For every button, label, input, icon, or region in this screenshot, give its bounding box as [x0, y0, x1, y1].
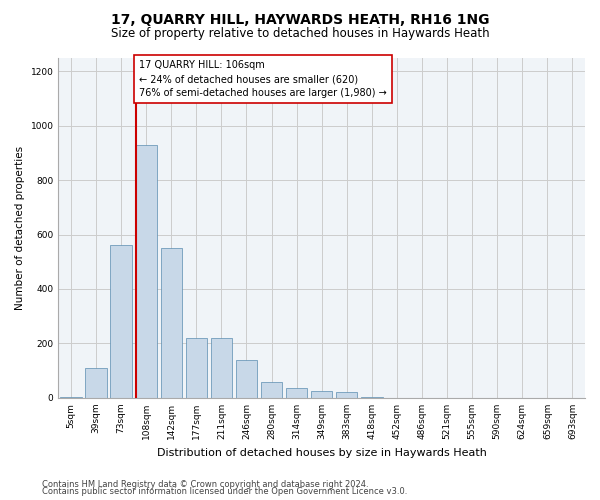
Text: Contains HM Land Registry data © Crown copyright and database right 2024.: Contains HM Land Registry data © Crown c…	[42, 480, 368, 489]
Bar	[185, 338, 207, 398]
Bar	[136, 144, 157, 398]
Bar	[261, 382, 282, 398]
Bar	[286, 388, 307, 398]
Text: 17, QUARRY HILL, HAYWARDS HEATH, RH16 1NG: 17, QUARRY HILL, HAYWARDS HEATH, RH16 1N…	[111, 12, 489, 26]
Bar	[311, 391, 332, 398]
Text: 17 QUARRY HILL: 106sqm
← 24% of detached houses are smaller (620)
76% of semi-de: 17 QUARRY HILL: 106sqm ← 24% of detached…	[139, 60, 387, 98]
X-axis label: Distribution of detached houses by size in Haywards Heath: Distribution of detached houses by size …	[157, 448, 487, 458]
Bar	[236, 360, 257, 398]
Y-axis label: Number of detached properties: Number of detached properties	[15, 146, 25, 310]
Bar	[85, 368, 107, 398]
Bar	[211, 338, 232, 398]
Bar	[60, 396, 82, 398]
Bar	[161, 248, 182, 398]
Bar	[110, 246, 132, 398]
Bar	[361, 396, 383, 398]
Text: Contains public sector information licensed under the Open Government Licence v3: Contains public sector information licen…	[42, 487, 407, 496]
Text: Size of property relative to detached houses in Haywards Heath: Size of property relative to detached ho…	[110, 28, 490, 40]
Bar	[336, 392, 358, 398]
